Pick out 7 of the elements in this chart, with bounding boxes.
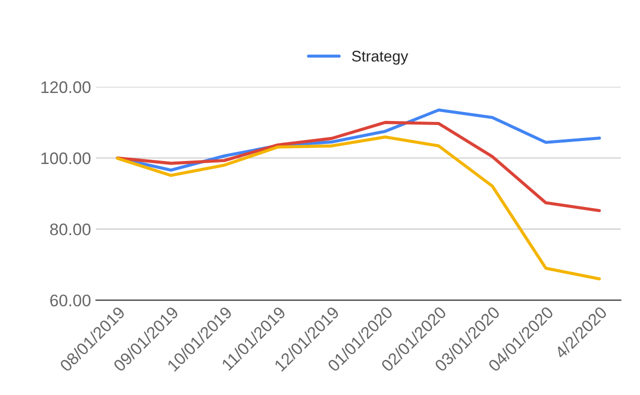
y-tick-label: 60.00	[50, 294, 90, 306]
y-tick-label: 100.00	[41, 152, 90, 164]
y-tick-label: 120.00	[41, 81, 90, 94]
line-series	[116, 120, 601, 212]
legend-label: Strategy	[352, 50, 408, 65]
line-series	[116, 135, 601, 280]
y-tick-label: 80.00	[50, 224, 90, 236]
